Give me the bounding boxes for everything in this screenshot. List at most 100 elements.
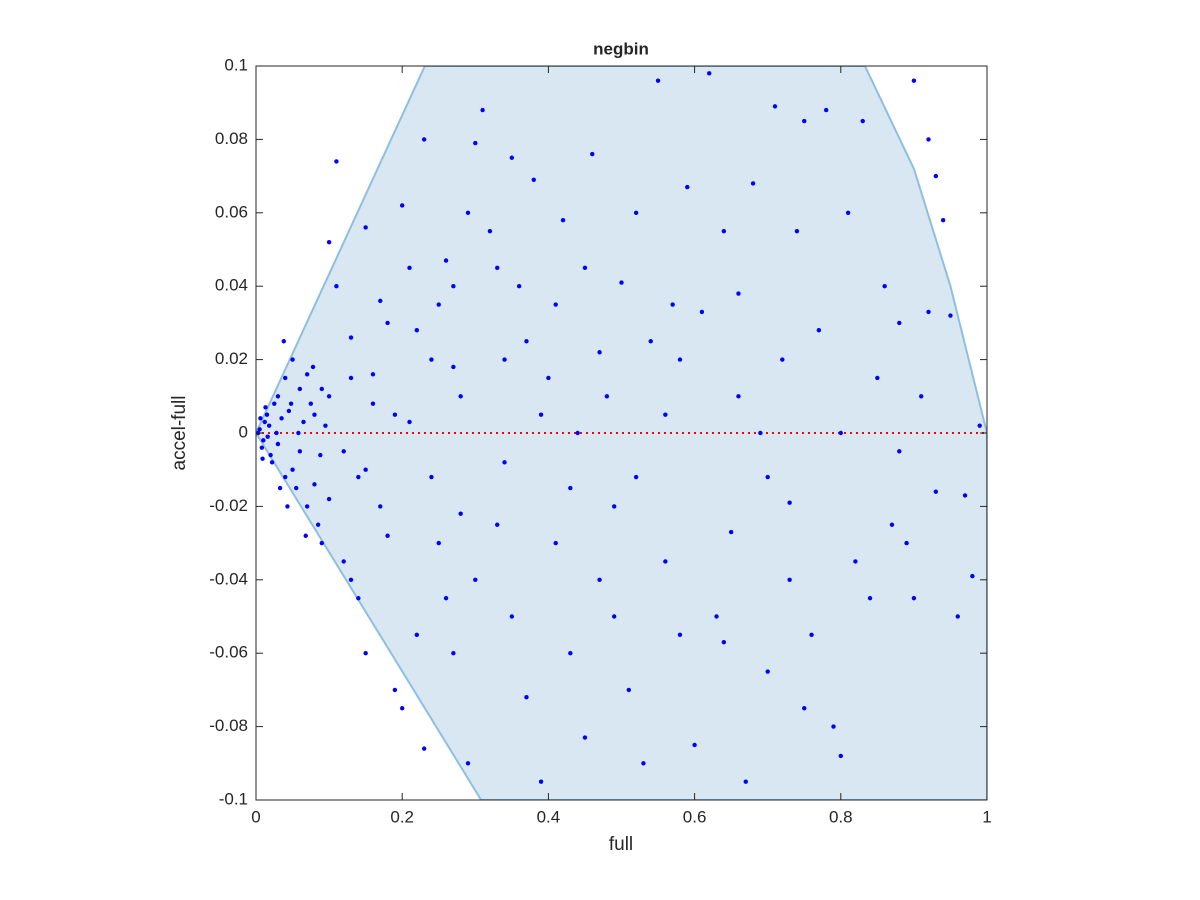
- scatter-point: [451, 651, 456, 656]
- scatter-point: [955, 614, 960, 619]
- scatter-point: [319, 386, 324, 392]
- scatter-point: [641, 761, 646, 766]
- scatter-point: [911, 595, 917, 601]
- scatter-point: [553, 540, 558, 546]
- scatter-point: [831, 724, 836, 729]
- y-tick-label: -0.06: [209, 643, 248, 662]
- scatter-point: [310, 364, 316, 370]
- scatter-point: [590, 151, 595, 157]
- scatter-point: [363, 225, 368, 230]
- y-tick-label: 0.1: [224, 55, 248, 74]
- scatter-point: [663, 412, 668, 417]
- scatter-point: [948, 313, 953, 318]
- scatter-point: [553, 302, 558, 307]
- scatter-point: [378, 504, 383, 509]
- x-tick-label: 1: [982, 807, 991, 826]
- scatter-point: [296, 430, 301, 436]
- scatter-point: [977, 423, 982, 428]
- scatter-point: [933, 173, 939, 179]
- scatter-point: [260, 456, 265, 461]
- scatter-point: [303, 533, 308, 538]
- scatter-point: [655, 78, 661, 83]
- scatter-point: [268, 452, 273, 458]
- scatter-point: [787, 577, 792, 582]
- scatter-point: [480, 107, 485, 113]
- scatter-point: [297, 386, 303, 392]
- scatter-point: [495, 265, 500, 271]
- scatter-point: [772, 104, 778, 109]
- scatter-point: [780, 357, 785, 362]
- scatter-point: [385, 320, 390, 326]
- scatter-point: [451, 284, 456, 289]
- scatter-point: [262, 419, 267, 425]
- scatter-point: [582, 735, 588, 740]
- scatter-point: [809, 632, 814, 638]
- x-tick-label: 0.2: [390, 807, 414, 826]
- scatter-point: [421, 746, 427, 751]
- scatter-point: [926, 137, 931, 142]
- scatter-point: [568, 651, 573, 656]
- scatter-point: [370, 372, 376, 377]
- scatter-point: [272, 401, 277, 406]
- scatter-point: [962, 493, 968, 498]
- y-tick-label: -0.04: [209, 569, 248, 588]
- scatter-point: [692, 742, 697, 748]
- scatter-point: [318, 452, 323, 458]
- scatter-point: [326, 394, 332, 399]
- scatter-point: [356, 474, 361, 480]
- scatter-point: [597, 350, 602, 355]
- scatter-point: [721, 228, 727, 234]
- scatter-point: [334, 284, 339, 289]
- scatter-point: [707, 71, 712, 76]
- scatter-point: [970, 573, 975, 579]
- scatter-point: [286, 408, 292, 414]
- scatter-point: [407, 265, 412, 271]
- scatter-point: [258, 416, 263, 421]
- scatter-point: [414, 328, 420, 333]
- scatter-point: [524, 339, 529, 344]
- scatter-point: [443, 258, 449, 263]
- scatter-point: [626, 687, 632, 693]
- scatter-point: [568, 485, 573, 491]
- y-tick-label: 0.08: [215, 129, 248, 148]
- scatter-point: [765, 474, 770, 480]
- x-tick-label: 0.8: [829, 807, 853, 826]
- scatter-point: [315, 522, 321, 527]
- scatter-point: [400, 203, 405, 208]
- scatter-point: [758, 430, 763, 436]
- scatter-point: [677, 632, 683, 638]
- scatter-point: [473, 140, 478, 146]
- scatter-point: [257, 427, 262, 432]
- scatter-point: [385, 533, 390, 538]
- scatter-point: [802, 706, 807, 711]
- scatter-point: [283, 375, 288, 381]
- scatter-point: [370, 401, 376, 406]
- scatter-point: [341, 559, 346, 564]
- scatter-point: [802, 118, 807, 124]
- scatter-point: [823, 107, 829, 113]
- x-axis-label: full: [609, 834, 633, 855]
- scatter-point: [575, 430, 580, 436]
- scatter-point: [288, 401, 294, 406]
- scatter-point: [304, 372, 310, 377]
- scatter-point: [465, 761, 471, 766]
- scatter-point: [341, 449, 346, 454]
- region: [256, 66, 987, 800]
- scatter-point: [400, 706, 405, 711]
- scatter-point: [867, 595, 873, 601]
- scatter-point: [356, 595, 361, 601]
- scatter-point: [677, 357, 683, 362]
- plot-area: [256, 66, 987, 800]
- scatter-point: [889, 522, 895, 527]
- scatter-point: [509, 155, 515, 160]
- scatter-point: [699, 309, 705, 315]
- scatter-point: [538, 779, 544, 784]
- scatter-point: [860, 118, 865, 124]
- scatter-point: [363, 467, 368, 472]
- scatter-point: [611, 614, 617, 619]
- scatter-point: [897, 320, 902, 326]
- scatter-point: [685, 184, 690, 190]
- scatter-point: [663, 559, 668, 564]
- scatter-point: [312, 482, 317, 487]
- scatter-point: [274, 430, 279, 436]
